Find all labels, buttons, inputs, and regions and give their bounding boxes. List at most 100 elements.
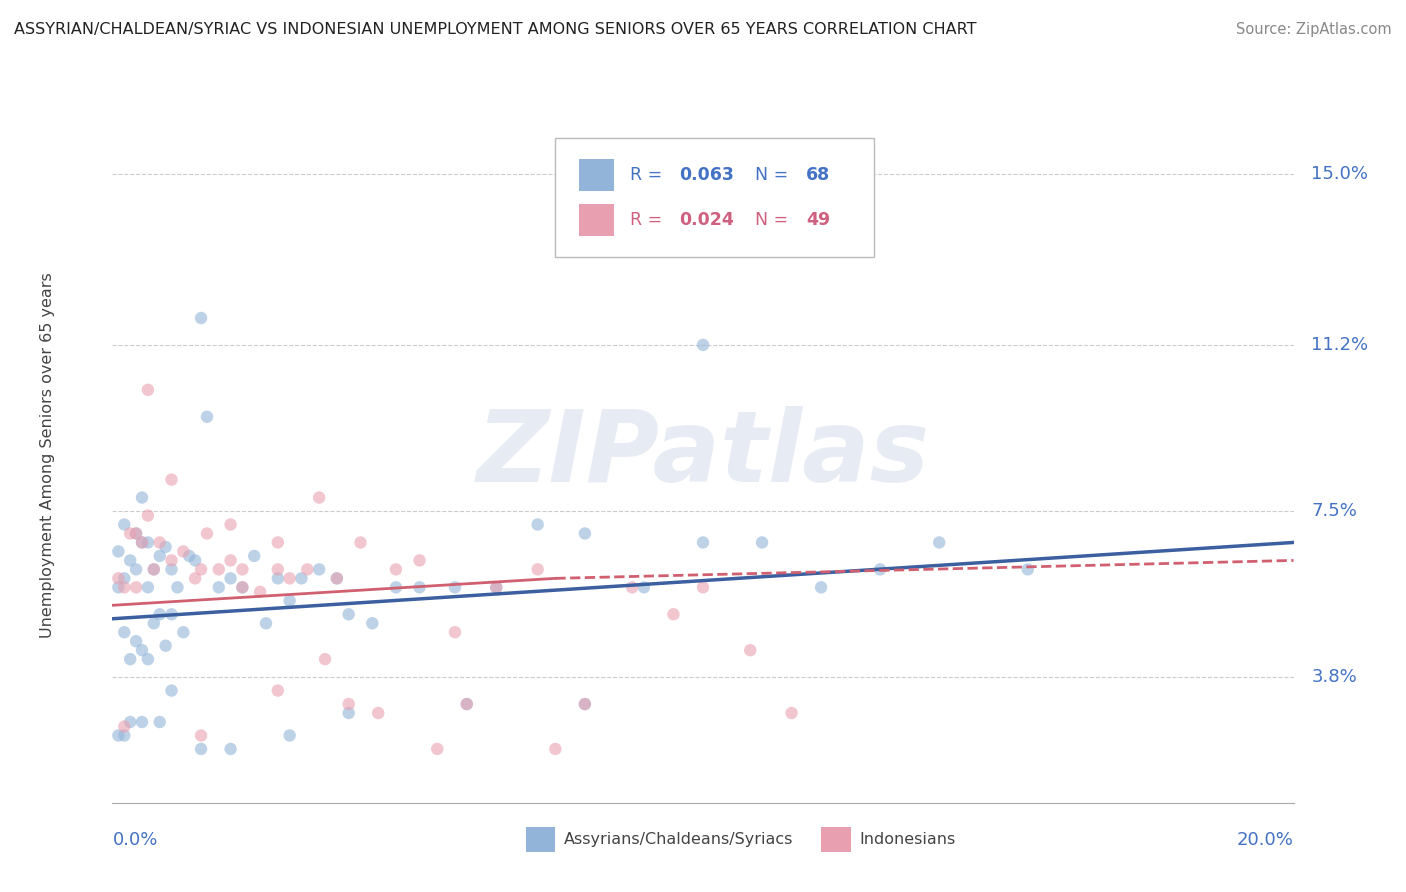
Point [160, 562, 183, 576]
Point [112, 729, 135, 743]
Point [190, 562, 212, 576]
Point [810, 580, 832, 594]
Point [125, 580, 148, 594]
Text: Indonesians: Indonesians [859, 832, 955, 847]
Text: 11.2%: 11.2% [1312, 336, 1368, 354]
Point [367, 706, 389, 720]
Point [125, 634, 148, 648]
Point [290, 571, 312, 585]
Point [120, 652, 142, 666]
Point [574, 526, 596, 541]
Point [692, 580, 714, 594]
Point [231, 562, 253, 576]
Point [408, 580, 430, 594]
Point [544, 742, 567, 756]
Point [179, 549, 201, 563]
Point [692, 338, 714, 352]
Point [131, 643, 153, 657]
Point [149, 549, 172, 563]
Point [219, 571, 242, 585]
Point [107, 729, 129, 743]
Point [485, 580, 508, 594]
Point [112, 719, 135, 733]
Point [385, 562, 408, 576]
Point [337, 697, 360, 711]
Point [112, 517, 135, 532]
Point [249, 584, 271, 599]
Point [337, 706, 360, 720]
Point [195, 409, 218, 424]
Point [633, 580, 655, 594]
Text: 0.0%: 0.0% [112, 830, 157, 848]
Text: 15.0%: 15.0% [1312, 165, 1368, 184]
Point [219, 517, 242, 532]
Point [780, 706, 803, 720]
Point [219, 553, 242, 567]
Point [740, 643, 762, 657]
Point [120, 553, 142, 567]
Point [155, 639, 177, 653]
Point [190, 729, 212, 743]
FancyBboxPatch shape [526, 827, 555, 852]
Point [112, 580, 135, 594]
Point [136, 580, 159, 594]
Text: ASSYRIAN/CHALDEAN/SYRIAC VS INDONESIAN UNEMPLOYMENT AMONG SENIORS OVER 65 YEARS : ASSYRIAN/CHALDEAN/SYRIAC VS INDONESIAN U… [14, 22, 977, 37]
Point [160, 683, 183, 698]
Point [574, 697, 596, 711]
Point [155, 540, 177, 554]
Point [456, 697, 478, 711]
Point [195, 526, 218, 541]
Point [107, 580, 129, 594]
Point [231, 580, 253, 594]
Text: 0.024: 0.024 [679, 211, 734, 228]
Point [120, 714, 142, 729]
Point [125, 562, 148, 576]
Point [160, 553, 183, 567]
Point [166, 580, 188, 594]
Point [172, 625, 194, 640]
Point [231, 580, 253, 594]
FancyBboxPatch shape [579, 159, 614, 191]
Text: N =: N = [744, 166, 794, 184]
Text: R =: R = [630, 211, 668, 228]
Point [326, 571, 349, 585]
Point [297, 562, 319, 576]
Point [526, 562, 548, 576]
Point [444, 580, 467, 594]
Point [444, 625, 467, 640]
Point [349, 535, 371, 549]
Point [928, 535, 950, 549]
Point [308, 562, 330, 576]
FancyBboxPatch shape [821, 827, 851, 852]
Point [254, 616, 277, 631]
Point [267, 683, 290, 698]
Point [278, 594, 301, 608]
Point [326, 571, 349, 585]
Point [267, 535, 290, 549]
Point [208, 562, 231, 576]
Point [107, 544, 129, 558]
Point [456, 697, 478, 711]
Point [149, 607, 172, 622]
Text: Assyrians/Chaldeans/Syriacs: Assyrians/Chaldeans/Syriacs [564, 832, 793, 847]
Point [751, 535, 773, 549]
Point [526, 517, 548, 532]
Point [149, 535, 172, 549]
Point [131, 535, 153, 549]
Point [267, 562, 290, 576]
Point [136, 383, 159, 397]
Text: 68: 68 [806, 166, 830, 184]
Point [125, 526, 148, 541]
Point [136, 535, 159, 549]
Point [485, 580, 508, 594]
Text: N =: N = [744, 211, 794, 228]
Text: Unemployment Among Seniors over 65 years: Unemployment Among Seniors over 65 years [39, 272, 55, 638]
Point [308, 491, 330, 505]
Point [361, 616, 384, 631]
Point [219, 742, 242, 756]
Point [278, 729, 301, 743]
Point [112, 625, 135, 640]
Point [131, 491, 153, 505]
Point [160, 607, 183, 622]
Point [408, 553, 430, 567]
